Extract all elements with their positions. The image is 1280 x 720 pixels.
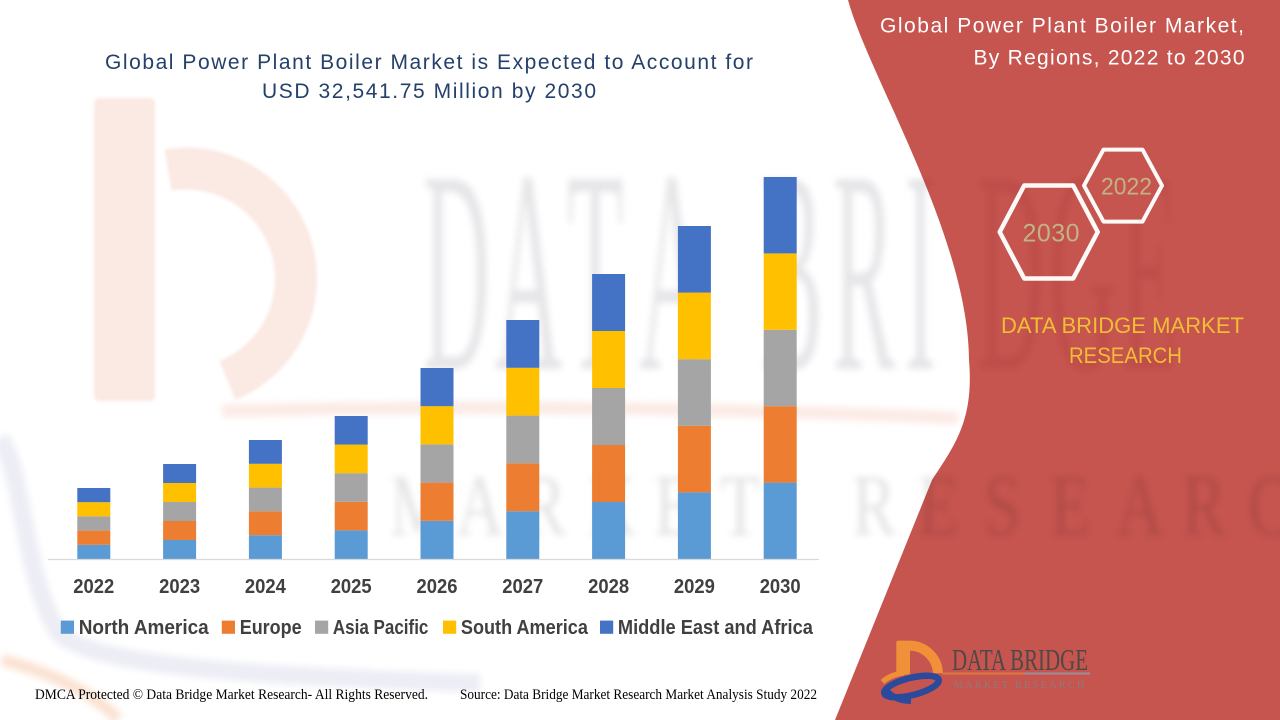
svg-text:2026: 2026 — [417, 576, 458, 598]
svg-text:By Regions, 2022 to 2030: By Regions, 2022 to 2030 — [974, 46, 1245, 69]
svg-text:Global Power Plant Boiler Mark: Global Power Plant Boiler Market is Expe… — [105, 51, 753, 74]
svg-text:Europe: Europe — [240, 617, 302, 639]
svg-text:DATA BRIDGE: DATA BRIDGE — [952, 643, 1088, 677]
svg-text:2030: 2030 — [760, 576, 801, 598]
svg-text:Global Power Plant Boiler Mark: Global Power Plant Boiler Market, — [880, 15, 1244, 38]
svg-text:DATA BRIDGE MARKET: DATA BRIDGE MARKET — [1001, 313, 1244, 338]
svg-text:2027: 2027 — [502, 576, 543, 598]
svg-text:2022: 2022 — [1101, 174, 1152, 201]
svg-text:2028: 2028 — [588, 576, 629, 598]
svg-text:2022: 2022 — [73, 576, 114, 598]
svg-text:2024: 2024 — [245, 576, 287, 598]
svg-text:DMCA Protected © Data Bridge M: DMCA Protected © Data Bridge Market Rese… — [35, 687, 428, 703]
svg-text:2023: 2023 — [159, 576, 200, 598]
svg-text:North America: North America — [79, 617, 210, 639]
svg-text:2025: 2025 — [331, 576, 372, 598]
svg-text:South America: South America — [461, 617, 589, 639]
svg-text:Asia Pacific: Asia Pacific — [333, 617, 429, 639]
svg-text:RESEARCH: RESEARCH — [1069, 343, 1182, 368]
svg-text:2030: 2030 — [1023, 220, 1080, 248]
svg-text:USD 32,541.75 Million by 2030: USD 32,541.75 Million by 2030 — [262, 80, 596, 103]
svg-text:Middle East and Africa: Middle East and Africa — [618, 617, 814, 639]
svg-text:MARKET RESEARCH: MARKET RESEARCH — [954, 680, 1085, 691]
svg-text:Source: Data Bridge Market Res: Source: Data Bridge Market Research Mark… — [460, 687, 817, 703]
svg-text:2029: 2029 — [674, 576, 715, 598]
